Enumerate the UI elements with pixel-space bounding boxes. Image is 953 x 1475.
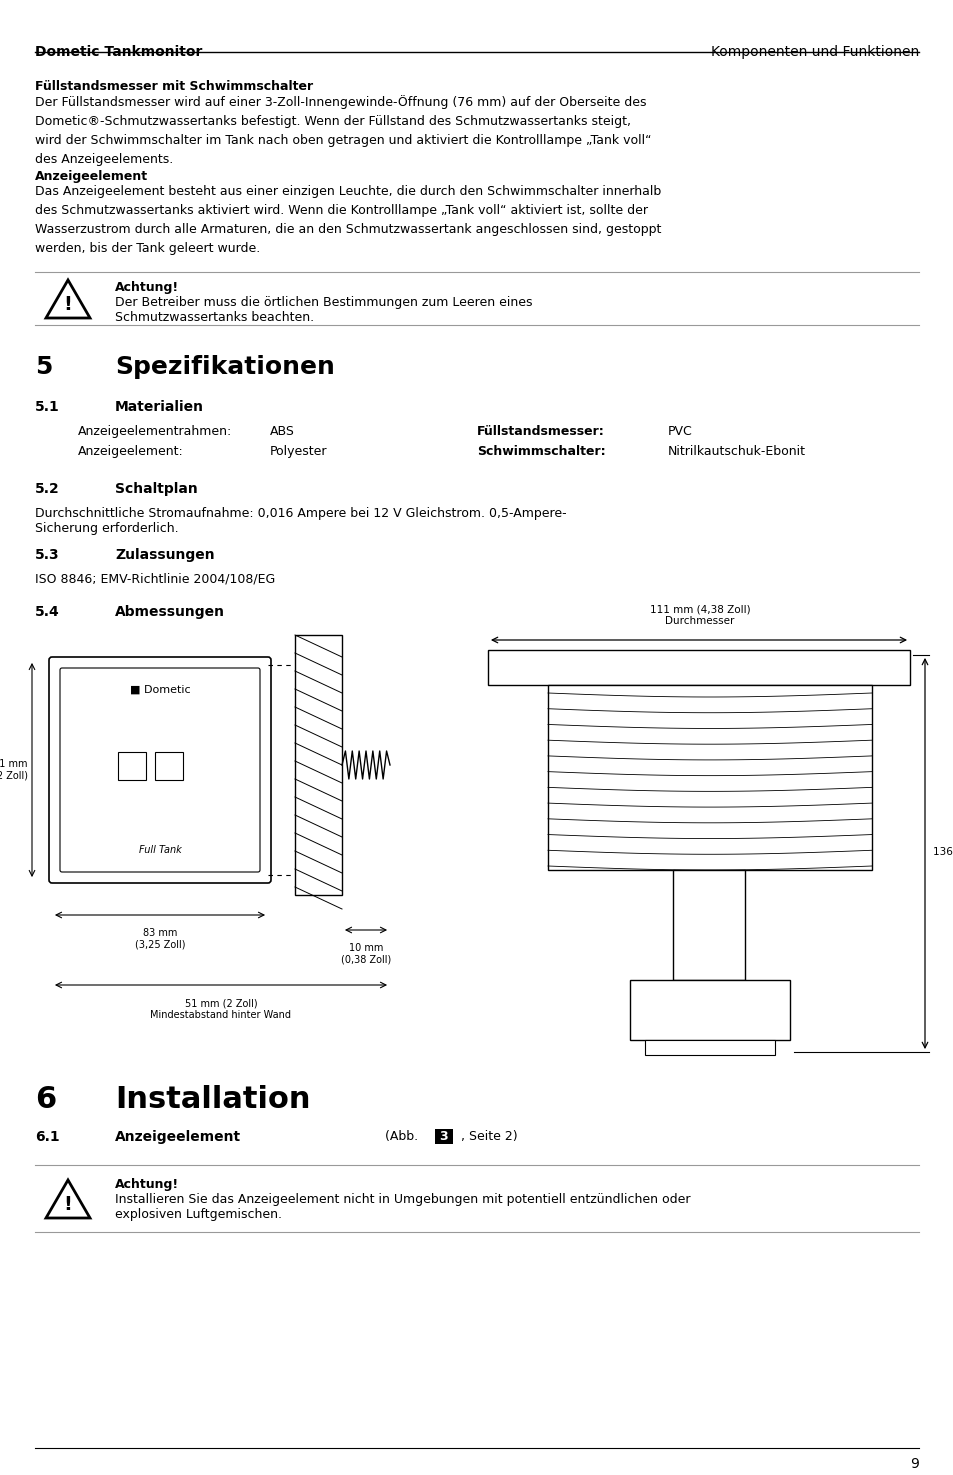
Bar: [435, 1128, 453, 1145]
Bar: [118, 752, 146, 780]
Text: Achtung!: Achtung!: [115, 1179, 179, 1190]
Text: 6: 6: [35, 1086, 56, 1114]
Bar: [294, 636, 341, 895]
Text: 5.4: 5.4: [35, 605, 60, 620]
FancyBboxPatch shape: [49, 656, 271, 884]
Text: Dometic Tankmonitor: Dometic Tankmonitor: [35, 46, 202, 59]
Text: 6.1: 6.1: [35, 1130, 59, 1145]
Text: PVC: PVC: [667, 425, 692, 438]
Text: Der Füllstandsmesser wird auf einer 3-Zoll-Innengewinde-Öffnung (76 mm) auf der : Der Füllstandsmesser wird auf einer 3-Zo…: [35, 94, 651, 167]
Text: , Seite 2): , Seite 2): [456, 1130, 517, 1143]
Text: 10 mm
(0,38 Zoll): 10 mm (0,38 Zoll): [340, 943, 391, 965]
Text: 83 mm
(3,25 Zoll): 83 mm (3,25 Zoll): [134, 928, 185, 950]
Text: Spezifikationen: Spezifikationen: [115, 355, 335, 379]
Text: Polyester: Polyester: [270, 445, 327, 459]
Text: Anzeigeelement: Anzeigeelement: [115, 1130, 241, 1145]
Text: ■ Dometic: ■ Dometic: [130, 684, 190, 695]
Text: ISO 8846; EMV-Richtlinie 2004/108/EG: ISO 8846; EMV-Richtlinie 2004/108/EG: [35, 572, 275, 586]
Text: Installation: Installation: [115, 1086, 310, 1114]
Text: Füllstandsmesser mit Schwimmschalter: Füllstandsmesser mit Schwimmschalter: [35, 80, 313, 93]
Bar: [547, 684, 871, 870]
Bar: [672, 870, 744, 979]
Text: Anzeigeelement: Anzeigeelement: [35, 170, 148, 183]
Text: Füllstandsmesser:: Füllstandsmesser:: [476, 425, 604, 438]
Text: ABS: ABS: [270, 425, 294, 438]
Text: Komponenten und Funktionen: Komponenten und Funktionen: [710, 46, 918, 59]
Bar: [154, 752, 183, 780]
Bar: [644, 1040, 774, 1055]
Text: 136 mm (5,3 Zoll): 136 mm (5,3 Zoll): [932, 847, 953, 857]
Text: (Abb.: (Abb.: [385, 1130, 421, 1143]
Text: Materialien: Materialien: [115, 400, 204, 414]
Text: Installieren Sie das Anzeigeelement nicht in Umgebungen mit potentiell entzündli: Installieren Sie das Anzeigeelement nich…: [115, 1193, 690, 1221]
Bar: [629, 979, 789, 1040]
Text: 111 mm (4,38 Zoll): 111 mm (4,38 Zoll): [649, 605, 749, 615]
Text: 5.2: 5.2: [35, 482, 60, 496]
Text: Das Anzeigeelement besteht aus einer einzigen Leuchte, die durch den Schwimmscha: Das Anzeigeelement besteht aus einer ein…: [35, 184, 660, 255]
Text: 51 mm (2 Zoll)
Mindestabstand hinter Wand: 51 mm (2 Zoll) Mindestabstand hinter Wan…: [151, 999, 292, 1019]
Text: Achtung!: Achtung!: [115, 282, 179, 294]
Text: Durchschnittliche Stromaufnahme: 0,016 Ampere bei 12 V Gleichstrom. 0,5-Ampere-
: Durchschnittliche Stromaufnahme: 0,016 A…: [35, 507, 566, 535]
Text: 9: 9: [909, 1457, 918, 1471]
Text: Schwimmschalter:: Schwimmschalter:: [476, 445, 605, 459]
Text: 5.1: 5.1: [35, 400, 60, 414]
Text: Nitrilkautschuk-Ebonit: Nitrilkautschuk-Ebonit: [667, 445, 805, 459]
Text: Anzeigeelement:: Anzeigeelement:: [78, 445, 184, 459]
Text: Schaltplan: Schaltplan: [115, 482, 197, 496]
Text: 5: 5: [35, 355, 52, 379]
FancyBboxPatch shape: [60, 668, 260, 872]
Text: 3: 3: [439, 1130, 448, 1143]
Text: Full Tank: Full Tank: [138, 845, 181, 856]
Text: Durchmesser: Durchmesser: [664, 617, 734, 625]
Text: Der Betreiber muss die örtlichen Bestimmungen zum Leeren eines
Schmutzwassertank: Der Betreiber muss die örtlichen Bestimm…: [115, 296, 532, 324]
Text: !: !: [64, 1196, 72, 1214]
Text: Abmessungen: Abmessungen: [115, 605, 225, 620]
Text: 51 mm
(2 Zoll): 51 mm (2 Zoll): [0, 760, 28, 780]
Bar: [488, 650, 909, 684]
Text: Zulassungen: Zulassungen: [115, 549, 214, 562]
Text: !: !: [64, 295, 72, 314]
Text: Anzeigeelementrahmen:: Anzeigeelementrahmen:: [78, 425, 232, 438]
Text: 5.3: 5.3: [35, 549, 59, 562]
